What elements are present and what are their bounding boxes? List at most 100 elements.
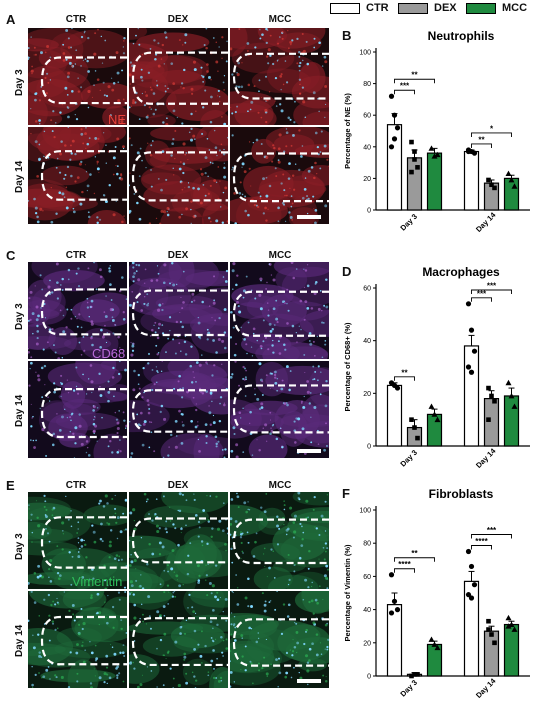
significance-bracket — [471, 132, 512, 137]
data-point-mcc — [511, 403, 518, 409]
data-point-mcc — [505, 614, 512, 621]
panel-a-micrograph-grid — [28, 28, 329, 224]
panel-c-letter: C — [6, 248, 16, 263]
macrophages-chart: Macrophages Percentage of CD68+ (%) 0 20 40 6… — [343, 265, 530, 470]
bar-mcc-2 — [503, 177, 520, 211]
data-point-dex — [486, 417, 491, 422]
panel-c-col-mcc: MCC — [268, 250, 292, 261]
micrograph-tile-c-2-1 — [28, 361, 127, 458]
significance-bracket — [471, 534, 512, 539]
significance-label: *** — [400, 82, 410, 91]
panel-e-micrograph-grid — [28, 492, 329, 688]
data-point-mcc — [434, 151, 441, 158]
x-tick-label: Day 14 — [474, 210, 498, 234]
panel-e-row-day14: Day 14 — [14, 624, 25, 657]
panel-a-col-mcc: MCC — [268, 14, 292, 25]
legend-swatch-ctr — [330, 2, 360, 14]
data-point-ctr — [471, 150, 478, 156]
panel-c-row-day14: Day 14 — [14, 394, 25, 427]
legend-swatch-dex — [398, 2, 428, 14]
bar-mcc-2 — [503, 395, 520, 447]
significance-label: ** — [401, 368, 408, 377]
panel-e-col-ctr: CTR — [65, 480, 87, 491]
neutrophils-chart: Neutrophils Percentage of NE (%) 0 20 40 60 80… — [343, 29, 530, 234]
panel-e-row-day3: Day 3 — [14, 533, 25, 560]
micrograph-tile-c-2-3 — [230, 361, 329, 458]
micrograph-tile-a-1-3 — [230, 28, 329, 125]
y-tick-label: 100 — [359, 50, 371, 57]
significance-bracket — [394, 78, 435, 84]
x-tick-label: Day 14 — [474, 676, 498, 700]
significance-label: *** — [487, 282, 497, 291]
data-point-ctr — [471, 582, 478, 588]
data-point-mcc — [428, 636, 435, 642]
y-axis-label: Percentage of NE (%) — [343, 93, 352, 169]
significance-label: ** — [411, 549, 418, 558]
significance-label: * — [490, 124, 494, 133]
data-point-ctr — [394, 125, 401, 131]
micrograph-tile-c-1-3 — [230, 262, 329, 359]
micrograph-tile-c-1-1 — [28, 262, 127, 359]
x-tick-label: Day 3 — [398, 678, 419, 699]
panel-a-stain-label: NE — [108, 112, 127, 127]
data-point-ctr — [465, 592, 472, 598]
bar-ctr-2 — [463, 345, 480, 447]
x-tick-label: Day 3 — [398, 448, 419, 469]
y-tick-label: 80 — [363, 541, 371, 548]
bar-ctr-2 — [463, 150, 480, 211]
micrograph-tile-e-2-2 — [129, 591, 228, 688]
panel-a-col-ctr: CTR — [65, 14, 87, 25]
bar-ctr-1 — [386, 604, 403, 677]
significance-bracket — [471, 297, 492, 302]
data-point-mcc — [508, 392, 515, 399]
panel-e-col-dex: DEX — [167, 480, 189, 491]
significance-bracket — [394, 568, 415, 573]
significance-label: **** — [398, 560, 411, 569]
panel-c-col-ctr: CTR — [65, 250, 87, 261]
significance-bracket — [471, 545, 492, 550]
micrograph-tile-c-2-2 — [129, 361, 228, 458]
bar-ctr-2 — [463, 580, 480, 677]
data-point-dex — [492, 398, 497, 404]
data-point-mcc — [428, 145, 435, 151]
data-point-ctr — [388, 144, 395, 150]
data-point-ctr — [391, 112, 398, 118]
legend-dex: DEX — [398, 2, 457, 14]
y-tick-label: 100 — [359, 508, 371, 515]
chart-title: Neutrophils — [428, 29, 495, 43]
y-tick-label: 20 — [363, 391, 371, 398]
micrograph-tile-e-1-1 — [28, 492, 127, 589]
data-point-mcc — [434, 644, 441, 651]
significance-label: ** — [478, 135, 485, 144]
data-point-ctr — [394, 607, 401, 613]
panel-c-col-dex: DEX — [167, 250, 189, 261]
data-point-dex — [409, 417, 414, 422]
micrograph-tile-a-2-1 — [28, 127, 127, 224]
data-point-ctr — [465, 148, 472, 155]
data-point-ctr — [465, 548, 472, 555]
x-tick-label: Day 3 — [398, 212, 419, 233]
data-point-dex — [415, 435, 420, 441]
y-tick-label: 60 — [363, 286, 371, 293]
micrograph-tile-a-2-3 — [230, 127, 329, 224]
significance-bracket — [471, 143, 492, 148]
significance-bracket — [394, 89, 415, 95]
micrograph-tile-e-2-3 — [230, 591, 329, 688]
significance-label: *** — [487, 526, 497, 535]
panel-e-col-mcc: MCC — [268, 480, 292, 491]
data-point-dex — [486, 618, 491, 624]
panel-e-stain-label: Vimentin — [72, 574, 123, 589]
micrograph-tile-e-1-2 — [129, 492, 228, 589]
panel-a-letter: A — [6, 12, 16, 27]
data-point-mcc — [431, 641, 438, 647]
y-tick-label: 20 — [363, 640, 371, 647]
significance-label: **** — [475, 537, 488, 546]
data-point-ctr — [391, 598, 398, 604]
chart-title: Macrophages — [422, 265, 500, 279]
y-tick-label: 0 — [367, 208, 371, 215]
data-point-dex — [409, 673, 414, 679]
y-tick-label: 40 — [363, 607, 371, 614]
data-point-dex — [412, 425, 417, 430]
legend-swatch-mcc — [466, 2, 496, 14]
data-point-dex — [412, 149, 417, 154]
